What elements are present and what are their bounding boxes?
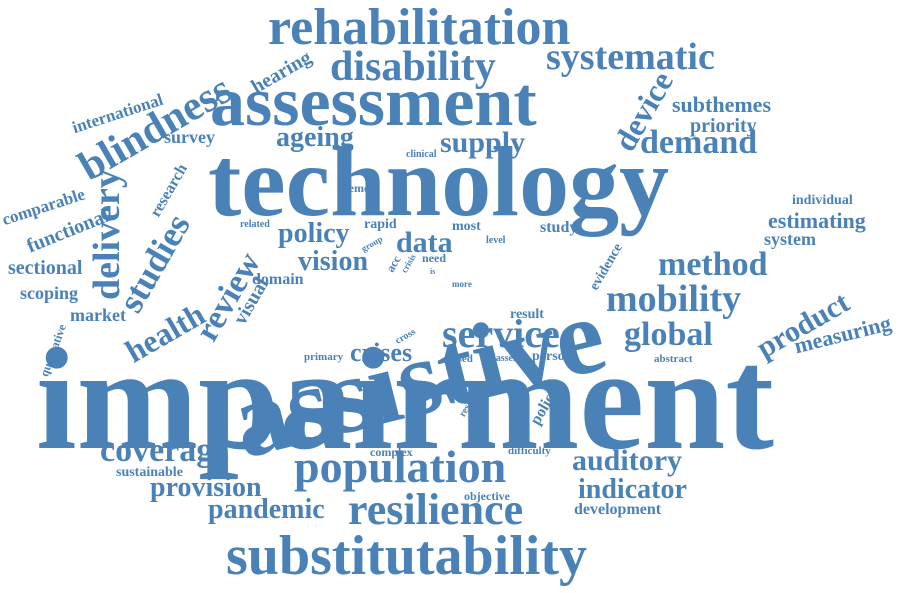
word-supply: supply: [440, 126, 526, 159]
word-objective: objective: [464, 489, 510, 503]
word-market: market: [70, 305, 126, 325]
word-based: based: [446, 353, 473, 365]
word-development: development: [574, 501, 662, 518]
word-acc: acc: [383, 253, 404, 275]
word-theme: theme: [338, 181, 370, 195]
word-systematic: systematic: [546, 36, 715, 78]
word-need: need: [422, 251, 446, 265]
word-coverage: coverage: [100, 432, 229, 469]
word-complex: complex: [370, 445, 413, 459]
word-impairment: impairment: [36, 318, 774, 480]
word-disability: disability: [330, 44, 496, 90]
word-policy: policy: [278, 218, 350, 249]
word-related: related: [240, 219, 270, 230]
word-demand: demand: [640, 124, 758, 161]
word-rapid: rapid: [364, 217, 397, 232]
word-provision: provision: [150, 472, 262, 503]
word-primary: primary: [304, 351, 344, 363]
word-service: service: [442, 311, 560, 356]
word-person: person: [532, 349, 573, 364]
word-priority: priority: [690, 115, 757, 137]
word-method: method: [658, 246, 768, 283]
word-group: group: [359, 233, 385, 254]
word-assessment: assessment: [210, 64, 537, 141]
word-system: system: [764, 229, 816, 249]
word-more: more: [452, 279, 472, 289]
word-indicator: indicator: [578, 474, 687, 505]
word-subthemes: subthemes: [672, 92, 772, 117]
word-sectional: sectional: [8, 257, 83, 279]
word-population: population: [294, 441, 507, 492]
word-most: most: [452, 219, 481, 234]
word-individual: individual: [792, 193, 853, 208]
word-ageing: ageing: [276, 122, 354, 153]
word-difficulty: difficulty: [508, 445, 551, 457]
word-mobility: mobility: [606, 278, 742, 320]
word-auditory: auditory: [572, 444, 683, 477]
word-study: study: [540, 219, 578, 236]
word-level: level: [486, 235, 506, 246]
word-is: is: [430, 267, 436, 276]
word-abstract: abstract: [654, 353, 693, 365]
word-domain: domain: [252, 271, 304, 288]
word-glasses: glasses: [488, 353, 517, 364]
word-vision: vision: [298, 246, 369, 277]
word-substitutability: substitutability: [226, 525, 587, 587]
word-result: result: [510, 307, 544, 322]
word-survey: survey: [164, 127, 215, 147]
word-estimating: estimating: [768, 208, 866, 233]
word-crises: crises: [350, 338, 413, 367]
word-sustainable: sustainable: [116, 465, 183, 480]
word-data: data: [396, 226, 453, 259]
word-scoping: scoping: [20, 283, 79, 303]
word-global: global: [624, 316, 713, 353]
word-resilience: resilience: [348, 485, 524, 534]
word-technology: technology: [208, 126, 670, 237]
word-rehabilitation: rehabilitation: [268, 0, 571, 56]
word-clinical: clinical: [406, 149, 437, 160]
word-pandemic: pandemic: [208, 494, 325, 525]
